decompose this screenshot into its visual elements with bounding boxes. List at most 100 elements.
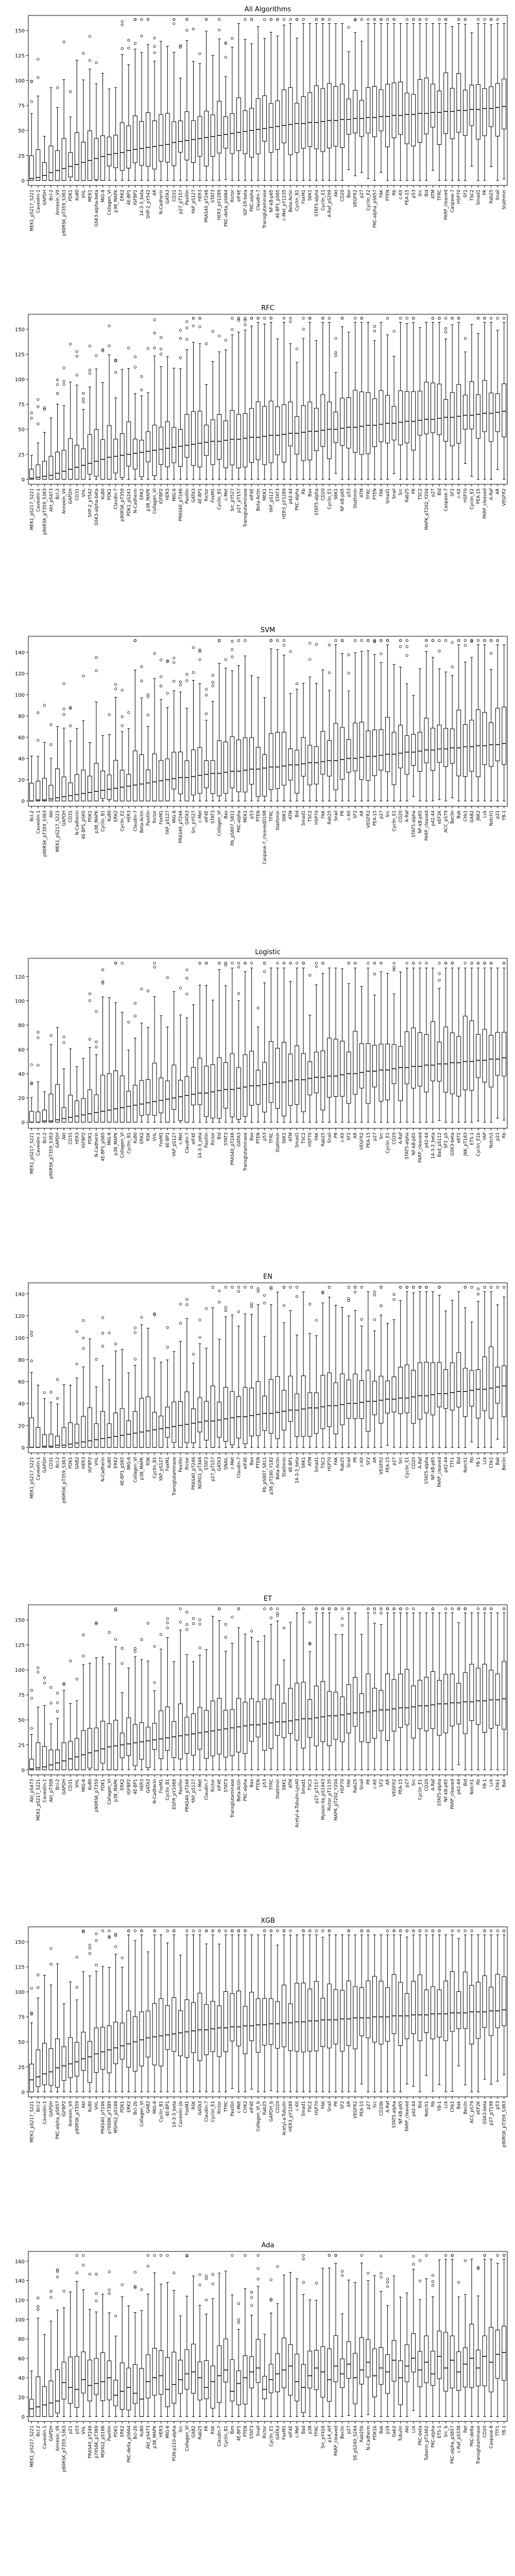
box-55: Src [385, 639, 391, 817]
box-iqr [29, 155, 34, 181]
x-tick-label: Collagen_VI [217, 810, 222, 836]
box-46: A-Raf_pS299 [327, 18, 332, 217]
box-iqr [113, 2022, 118, 2064]
x-tick-label: Caveolin-1 [42, 2101, 47, 2124]
outlier-point [185, 1929, 188, 1933]
outlier-point [140, 665, 143, 668]
outlier-point [185, 29, 188, 32]
outlier-point [224, 658, 227, 661]
x-tick-label: HSP70 [308, 1132, 313, 1147]
y-tick-label: 75 [18, 2015, 25, 2021]
x-tick-label: Bax [250, 1457, 255, 1465]
outlier-point [153, 961, 156, 965]
x-tick-label: Lck [444, 2101, 449, 2108]
box-70: PARP_cleaved [482, 317, 488, 519]
outlier-point [30, 1689, 33, 1692]
panel-all-algorithms: All Algorithms0255075100125150MEK1_pS217… [15, 6, 508, 236]
outlier-point [166, 1617, 169, 1620]
outlier-point [37, 739, 40, 742]
x-tick-label: NF-kB-p65 [399, 2101, 404, 2124]
box-66: p42-44 [456, 1607, 462, 1794]
x-tick-label: HER3 [81, 1457, 87, 1469]
x-tick-label: MIG-6 [127, 1457, 132, 1470]
outlier-point [224, 963, 227, 967]
box-iqr [476, 709, 480, 777]
box-34: Bax [249, 961, 255, 1141]
box-iqr [424, 1362, 429, 1413]
outlier-point [121, 961, 124, 965]
outlier-point [340, 639, 344, 642]
x-tick-label: Transglutaminase [230, 1779, 235, 1818]
box-24: Paxillin [184, 18, 190, 205]
x-tick-label: RSK [146, 1132, 151, 1141]
x-tick-label: FoxM1 [159, 1132, 164, 1146]
x-tick-label: FoxM1 [301, 190, 306, 204]
x-tick-label: Beta-Actin [140, 810, 145, 833]
box-iqr [431, 1021, 435, 1081]
box-72: Snail [495, 18, 501, 200]
outlier-point [133, 355, 136, 359]
box-15: Cyclin_B1 [126, 1021, 132, 1154]
box-iqr [48, 1093, 54, 1123]
x-tick-label: Claudin-7 [204, 1779, 210, 1800]
y-tick-label: 125 [15, 1643, 25, 1649]
box-iqr [495, 1367, 500, 1403]
box-iqr [268, 103, 273, 153]
box-iqr [48, 1434, 54, 1448]
outlier-point [30, 411, 33, 414]
x-tick-label: Cyclin_B1 [127, 1132, 132, 1154]
x-tick-label: MEK1_pS217_S221 [29, 1457, 35, 1499]
box-55: PEA-15 [385, 1323, 391, 1472]
box-iqr [119, 1075, 125, 1123]
outlier-point [347, 1607, 350, 1611]
box-7: N-Cadherin [74, 728, 80, 835]
box-33: IGF-1R-beta [243, 18, 248, 215]
box-22: EGFR_pY1068 [171, 1661, 177, 1809]
x-tick-label: p27_pT157 [314, 1779, 319, 1803]
x-tick-label: Bak [495, 1457, 501, 1465]
x-tick-label: eIF4E [217, 1779, 222, 1791]
box-iqr [217, 100, 222, 154]
box-50: VEGFR2 [353, 1935, 358, 2119]
box-iqr [126, 125, 131, 168]
box-iqr [68, 438, 73, 480]
outlier-point [133, 1014, 136, 1018]
x-tick-label: N-Cadherin [152, 1779, 158, 1804]
outlier-point [166, 1326, 169, 1329]
outlier-point [205, 1307, 208, 1310]
box-iqr [417, 1362, 422, 1420]
x-tick-label: Bid [457, 1457, 462, 1464]
x-tick-label: A-Raf [386, 2100, 391, 2113]
box-64: Caspase-7 [443, 317, 449, 511]
box-58: Rab25 [404, 317, 410, 502]
x-tick-label: GAPDH [42, 1457, 47, 1472]
box-18: RSK [146, 989, 151, 1141]
x-tick-label: PARP_cleaved [418, 1132, 423, 1163]
x-tick-label: Src_pY527 [230, 488, 235, 511]
x-tick-label: p53 [263, 1132, 268, 1141]
box-iqr [268, 1379, 273, 1434]
box-iqr [217, 414, 222, 460]
box-iqr [450, 392, 455, 446]
outlier-point [133, 1929, 136, 1933]
box-iqr [411, 1027, 416, 1089]
outlier-point [75, 350, 78, 353]
box-72: p21 [495, 968, 501, 1141]
outlier-point [185, 1628, 188, 1631]
y-tick-label: 20 [18, 1096, 25, 1101]
x-tick-label: Rab25 [489, 190, 494, 204]
outlier-point [121, 724, 124, 727]
outlier-point [140, 388, 143, 392]
outlier-point [263, 961, 266, 965]
outlier-point [62, 682, 65, 685]
box-iqr [379, 729, 384, 771]
box-40: HER3_pY1289 [288, 1929, 294, 2132]
box-iqr [462, 724, 468, 777]
x-tick-label: MEK1 [263, 488, 268, 501]
box-37: GAPDH_b [268, 1929, 274, 2122]
x-tick-label: CD31 [68, 1779, 74, 1791]
box-iqr [456, 709, 461, 776]
x-tick-label: Myosin-IIa_pS1943 [321, 1779, 326, 1820]
box-iqr [307, 1989, 313, 2052]
outlier-point [95, 1040, 98, 1043]
